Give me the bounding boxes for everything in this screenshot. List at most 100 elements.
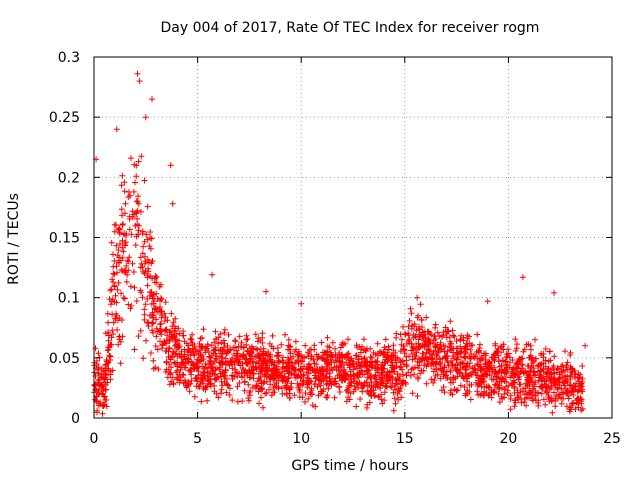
- data-point: [400, 323, 407, 330]
- data-point: [417, 301, 424, 308]
- data-point: [93, 393, 100, 400]
- data-point: [541, 378, 548, 385]
- y-tick-label: 0.3: [58, 50, 80, 66]
- data-point: [104, 347, 111, 354]
- data-point: [522, 385, 529, 392]
- data-point: [549, 397, 556, 404]
- data-point: [95, 370, 102, 377]
- data-point: [519, 274, 526, 281]
- data-point: [234, 383, 241, 390]
- data-point: [501, 391, 508, 398]
- data-point: [319, 371, 326, 377]
- data-point: [133, 233, 140, 240]
- data-point: [304, 384, 311, 391]
- data-point: [141, 306, 148, 313]
- x-tick-label: 15: [396, 431, 414, 447]
- data-point: [262, 390, 269, 397]
- x-tick-labels: 0 5 10 15 20 25: [90, 431, 621, 447]
- data-point: [150, 314, 156, 321]
- data-point: [143, 231, 150, 238]
- data-point: [107, 301, 114, 308]
- data-point: [315, 373, 322, 380]
- data-point: [413, 327, 420, 334]
- data-point: [118, 290, 124, 297]
- data-point: [491, 364, 498, 371]
- data-point: [538, 352, 545, 359]
- data-point: [271, 359, 278, 366]
- data-point: [223, 361, 229, 368]
- data-point: [563, 403, 570, 410]
- data-point: [316, 376, 323, 383]
- data-point: [116, 333, 123, 340]
- data-point: [520, 369, 527, 375]
- data-point: [301, 363, 307, 370]
- data-point: [213, 336, 220, 343]
- data-point: [353, 403, 360, 410]
- data-point: [107, 287, 114, 294]
- data-point: [108, 298, 115, 305]
- data-point: [219, 382, 226, 389]
- data-point: [119, 172, 126, 179]
- data-point: [426, 339, 433, 346]
- data-point: [172, 315, 179, 322]
- data-point: [169, 353, 176, 360]
- data-point: [279, 390, 286, 397]
- data-point: [244, 347, 251, 354]
- data-point: [282, 331, 288, 338]
- y-tick-label: 0.25: [49, 110, 80, 126]
- data-point: [232, 366, 239, 373]
- data-point: [464, 378, 470, 385]
- data-point: [244, 372, 251, 379]
- data-point: [263, 359, 270, 366]
- data-point: [332, 375, 339, 382]
- data-point: [359, 343, 365, 350]
- y-tick-labels: 0 0.05 0.1 0.15 0.2 0.25 0.3: [49, 50, 80, 427]
- data-point: [101, 368, 107, 375]
- data-point: [418, 317, 425, 324]
- data-point: [458, 353, 464, 360]
- data-point: [126, 213, 133, 220]
- data-point: [432, 360, 439, 367]
- data-point: [202, 360, 209, 367]
- data-point: [211, 371, 218, 378]
- data-point: [415, 365, 422, 372]
- data-point: [336, 384, 343, 391]
- data-point: [324, 354, 331, 361]
- data-point: [341, 361, 347, 368]
- data-point: [432, 324, 439, 331]
- data-point: [287, 350, 294, 357]
- data-point: [170, 319, 177, 326]
- data-point: [246, 356, 253, 363]
- data-point: [185, 381, 192, 388]
- data-point: [557, 375, 564, 381]
- data-point: [162, 327, 169, 333]
- data-point: [224, 381, 231, 388]
- data-point: [379, 362, 385, 369]
- data-point: [305, 375, 311, 382]
- data-point: [377, 385, 384, 392]
- data-point: [135, 200, 142, 207]
- data-point: [243, 332, 250, 339]
- data-point: [575, 387, 582, 394]
- data-point: [128, 155, 134, 162]
- data-point: [507, 374, 514, 381]
- data-point: [183, 340, 190, 347]
- data-point: [247, 374, 254, 381]
- data-point: [278, 341, 285, 348]
- data-point: [403, 353, 410, 360]
- data-point: [147, 245, 154, 252]
- data-point: [472, 362, 479, 369]
- data-point: [138, 153, 145, 160]
- data-point: [454, 362, 461, 369]
- data-point: [562, 385, 569, 392]
- data-point: [119, 268, 126, 275]
- data-point: [474, 355, 481, 362]
- data-point: [164, 317, 171, 324]
- data-point: [350, 360, 357, 367]
- data-point: [153, 333, 160, 340]
- data-point: [111, 282, 118, 289]
- data-point: [158, 331, 165, 338]
- data-point: [186, 388, 193, 395]
- data-point: [200, 326, 207, 333]
